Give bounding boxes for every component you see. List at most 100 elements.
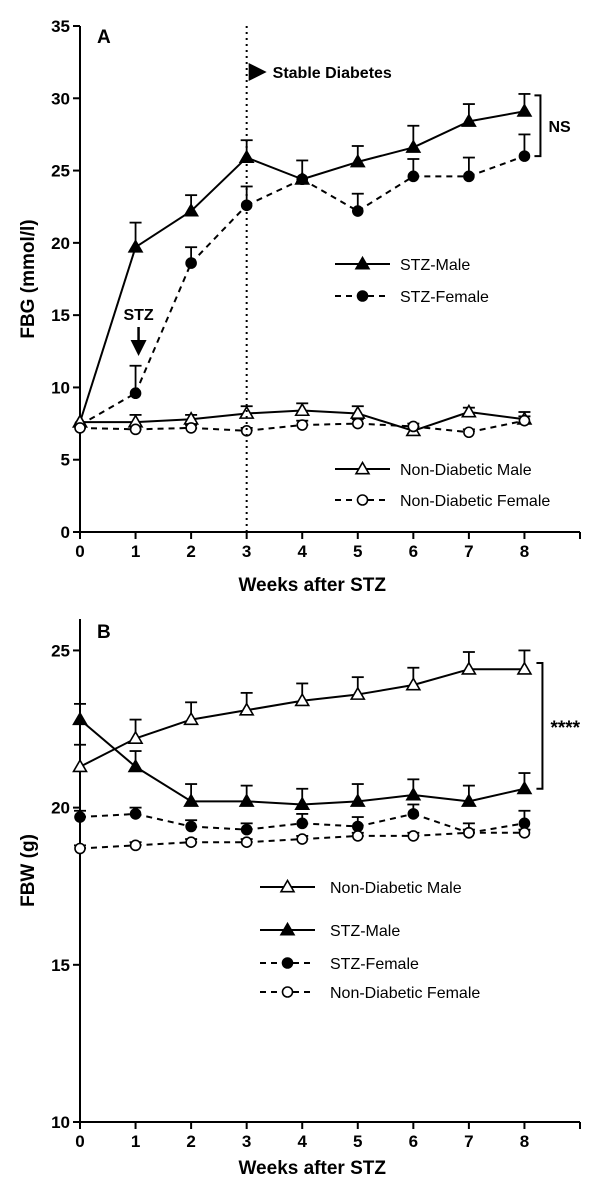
data-point	[463, 826, 475, 839]
series-segment	[413, 425, 469, 434]
legend-marker	[356, 494, 369, 506]
panel-label: B	[97, 622, 111, 643]
data-point	[296, 833, 309, 845]
series-non-diabetic-female	[74, 414, 531, 439]
data-point	[349, 153, 366, 168]
y-tick-label: 10	[51, 1113, 70, 1132]
data-point	[518, 817, 531, 830]
series-segment	[468, 155, 525, 178]
y-tick-label: 15	[51, 306, 70, 325]
data-point	[463, 426, 475, 439]
legend-item-non-diabetic-female: Non-Diabetic Female	[335, 493, 550, 510]
data-point	[460, 403, 477, 418]
x-tick-label: 3	[242, 1132, 251, 1151]
y-tick-label: 25	[51, 162, 70, 181]
data-point	[351, 417, 364, 430]
data-point	[516, 661, 533, 675]
legend-label: STZ-Female	[400, 289, 489, 306]
y-axis-title: FBW (g)	[18, 834, 39, 907]
series-segment	[79, 246, 137, 423]
series-segment	[79, 812, 136, 819]
legend-marker	[279, 878, 296, 893]
data-point	[405, 139, 422, 153]
legend-item-stz-female: STZ-Female	[335, 289, 489, 306]
x-tick-label: 0	[75, 542, 84, 561]
data-point	[74, 422, 86, 434]
legend-item-stz-male: STZ-Male	[260, 921, 400, 940]
ns-bracket	[534, 94, 542, 158]
series-segment	[301, 178, 359, 212]
series-segment	[246, 699, 303, 712]
data-point	[518, 414, 531, 427]
series-stz-male	[72, 702, 533, 810]
x-tick-label: 0	[75, 1132, 84, 1151]
data-point	[351, 205, 364, 217]
series-segment	[190, 709, 247, 721]
data-point	[407, 830, 420, 842]
series-segment	[302, 800, 358, 806]
series-segment	[302, 409, 358, 415]
series-segment	[190, 204, 248, 264]
data-point	[74, 842, 86, 855]
x-tick-label: 3	[242, 542, 251, 561]
data-point	[238, 702, 255, 716]
x-tick-label: 5	[353, 1132, 362, 1151]
stable-diabetes-label: Stable Diabetes	[273, 65, 392, 82]
data-point	[185, 257, 197, 269]
series-segment	[302, 693, 358, 702]
series-segment	[135, 812, 192, 828]
data-point	[127, 758, 144, 773]
series-segment	[191, 426, 247, 432]
x-tick-label: 4	[297, 1132, 307, 1151]
x-tick-label: 2	[186, 542, 195, 561]
data-point	[129, 423, 142, 436]
x-axis-title: Weeks after STZ	[238, 575, 386, 596]
data-point	[405, 786, 422, 801]
stable-diabetes-arrow-icon	[248, 63, 267, 81]
data-point	[296, 817, 309, 830]
series-segment	[134, 262, 193, 394]
data-point	[240, 823, 253, 836]
series-segment	[302, 822, 358, 828]
y-tick-label: 35	[51, 17, 70, 36]
panel-label: A	[97, 27, 111, 48]
series-segment	[468, 411, 525, 421]
x-tick-label: 1	[131, 542, 140, 561]
legend-label: STZ-Female	[330, 956, 419, 973]
y-tick-label: 20	[51, 799, 70, 818]
data-point	[294, 796, 311, 810]
series-segment	[468, 787, 525, 803]
series-segment	[79, 844, 136, 850]
data-point	[72, 758, 88, 773]
x-tick-label: 7	[464, 1132, 473, 1151]
series-segment	[191, 825, 247, 831]
data-point	[294, 692, 311, 707]
legend-marker	[281, 986, 294, 998]
legend-marker	[281, 957, 294, 969]
data-point	[407, 420, 420, 433]
y-tick-label: 30	[51, 89, 70, 108]
series-segment	[246, 424, 303, 432]
x-tick-label: 2	[186, 1132, 195, 1151]
data-point	[405, 676, 422, 691]
series-segment	[246, 838, 303, 844]
legend-label: STZ-Male	[400, 257, 470, 274]
series-segment	[246, 822, 303, 831]
data-point	[351, 830, 364, 842]
series-non-diabetic-female	[74, 826, 531, 855]
x-tick-label: 7	[464, 542, 473, 561]
stz-injection-label: STZ	[123, 307, 153, 324]
data-point	[351, 820, 364, 833]
data-point	[516, 103, 533, 117]
series-segment	[135, 765, 192, 803]
data-point	[129, 387, 142, 400]
series-segment	[413, 831, 469, 837]
data-point	[238, 793, 255, 807]
x-tick-label: 1	[131, 1132, 140, 1151]
legend-marker	[354, 255, 371, 270]
legend-label: Non-Diabetic Female	[330, 985, 480, 1002]
series-segment	[135, 841, 192, 847]
data-point	[238, 149, 255, 164]
x-tick-label: 8	[520, 542, 529, 561]
